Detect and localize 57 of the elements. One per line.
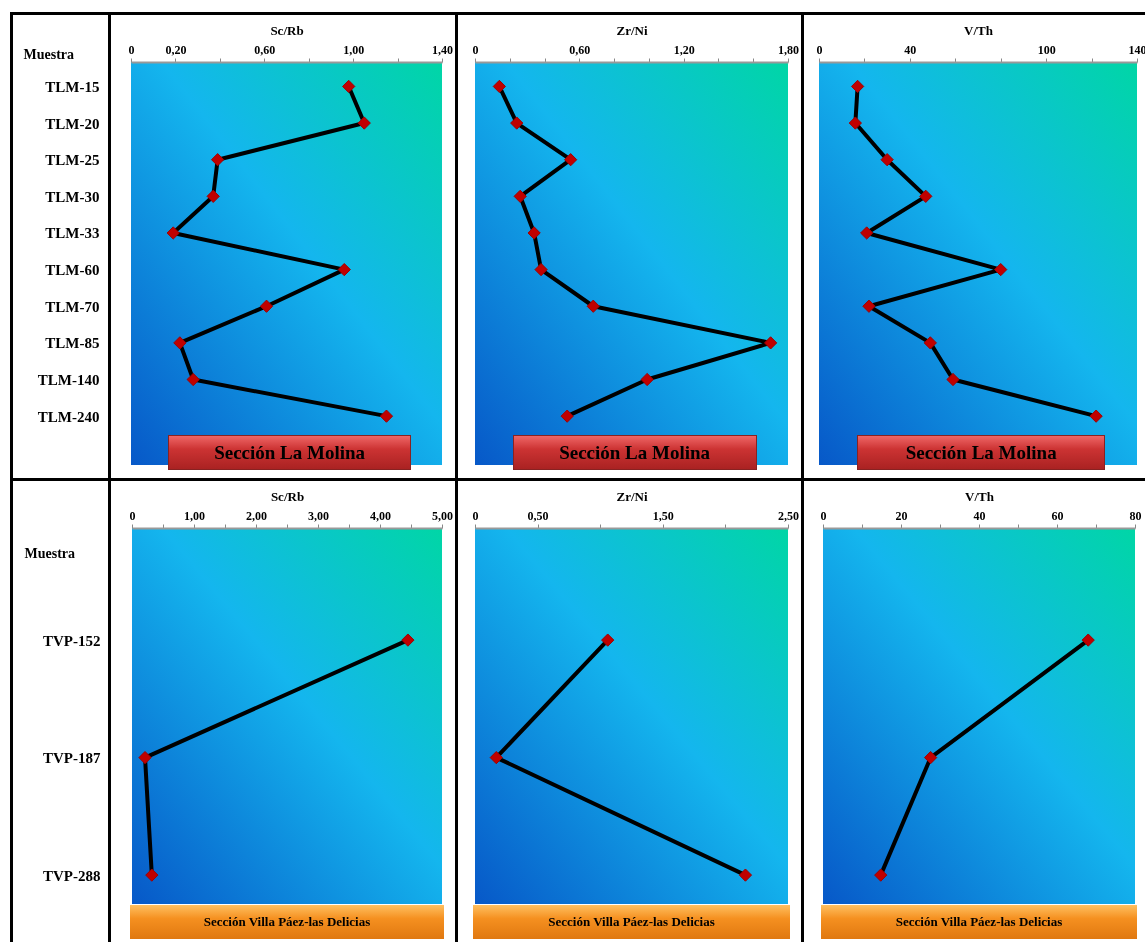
x-tick-label: 2,00	[246, 508, 267, 523]
y-tick-label: TLM-20	[45, 115, 100, 132]
y-tick-label: TLM-140	[37, 372, 100, 389]
x-axis-title: V/Th	[964, 22, 994, 38]
annotation: Sección La Molina	[905, 442, 1057, 463]
section-banner: Sección La Molina	[168, 435, 411, 470]
x-axis-title: Sc/Rb	[270, 22, 304, 38]
x-tick-label: 1,00	[343, 42, 365, 57]
x-tick-label: 0	[129, 508, 136, 523]
section-banner: Sección La Molina	[857, 435, 1106, 470]
x-tick-label: 1,00	[184, 508, 205, 523]
annotation: Sección La Molina	[214, 442, 366, 463]
y-axis-title: Muestra	[23, 46, 75, 62]
x-tick-label: 0,60	[254, 42, 276, 57]
x-tick-label: 2,50	[778, 508, 799, 523]
y-tick-label: TLM-25	[45, 152, 100, 169]
x-axis-title: Sc/Rb	[270, 488, 305, 504]
x-tick-label: 0,50	[527, 508, 549, 523]
x-tick-label: 1,80	[778, 42, 799, 57]
section-banner: Sección Villa Páez-las Delicias	[821, 905, 1137, 939]
y-tick-label: TLM-70	[45, 298, 100, 315]
y-tick-label: TLM-240	[37, 408, 100, 425]
x-tick-label: 5,00	[432, 508, 453, 523]
section-banner: Sección La Molina	[512, 435, 757, 470]
x-tick-label: 0,20	[165, 42, 187, 57]
x-tick-label: 1,20	[673, 42, 695, 57]
x-tick-label: 3,00	[308, 508, 329, 523]
x-axis-title: Zr/Ni	[616, 22, 648, 38]
x-tick-label: 20	[895, 508, 908, 523]
x-tick-label: 1,50	[652, 508, 674, 523]
x-tick-label: 0	[820, 508, 827, 523]
x-tick-label: 1,40	[432, 42, 453, 57]
x-tick-label: 0	[472, 508, 479, 523]
x-tick-label: 80	[1129, 508, 1142, 523]
y-tick-label: TVP-187	[43, 750, 101, 767]
y-tick-label: TVP-152	[43, 632, 101, 649]
x-axis-title: Zr/Ni	[616, 488, 648, 504]
y-axis-title: Muestra	[24, 545, 76, 561]
x-tick-label: 40	[904, 42, 917, 57]
x-tick-label: 60	[1051, 508, 1064, 523]
x-tick-label: 0	[816, 42, 823, 57]
x-tick-label: 40	[973, 508, 986, 523]
x-tick-label: 0	[128, 42, 135, 57]
section-banner: Sección Villa Páez-las Delicias	[473, 905, 790, 939]
section-banner: Sección Villa Páez-las Delicias	[130, 905, 444, 939]
x-tick-label: 0	[472, 42, 479, 57]
y-tick-label: TLM-60	[45, 262, 100, 279]
annotation: Sección La Molina	[559, 442, 711, 463]
y-tick-label: TLM-30	[45, 188, 100, 205]
x-tick-label: 100	[1037, 42, 1056, 57]
x-axis-title: V/Th	[965, 488, 995, 504]
y-tick-label: TLM-85	[45, 335, 100, 352]
y-tick-label: TLM-33	[45, 225, 100, 242]
x-tick-label: 4,00	[370, 508, 391, 523]
y-tick-label: TVP-288	[43, 867, 101, 884]
y-tick-label: TLM-15	[45, 78, 100, 95]
x-tick-label: 0,60	[569, 42, 591, 57]
